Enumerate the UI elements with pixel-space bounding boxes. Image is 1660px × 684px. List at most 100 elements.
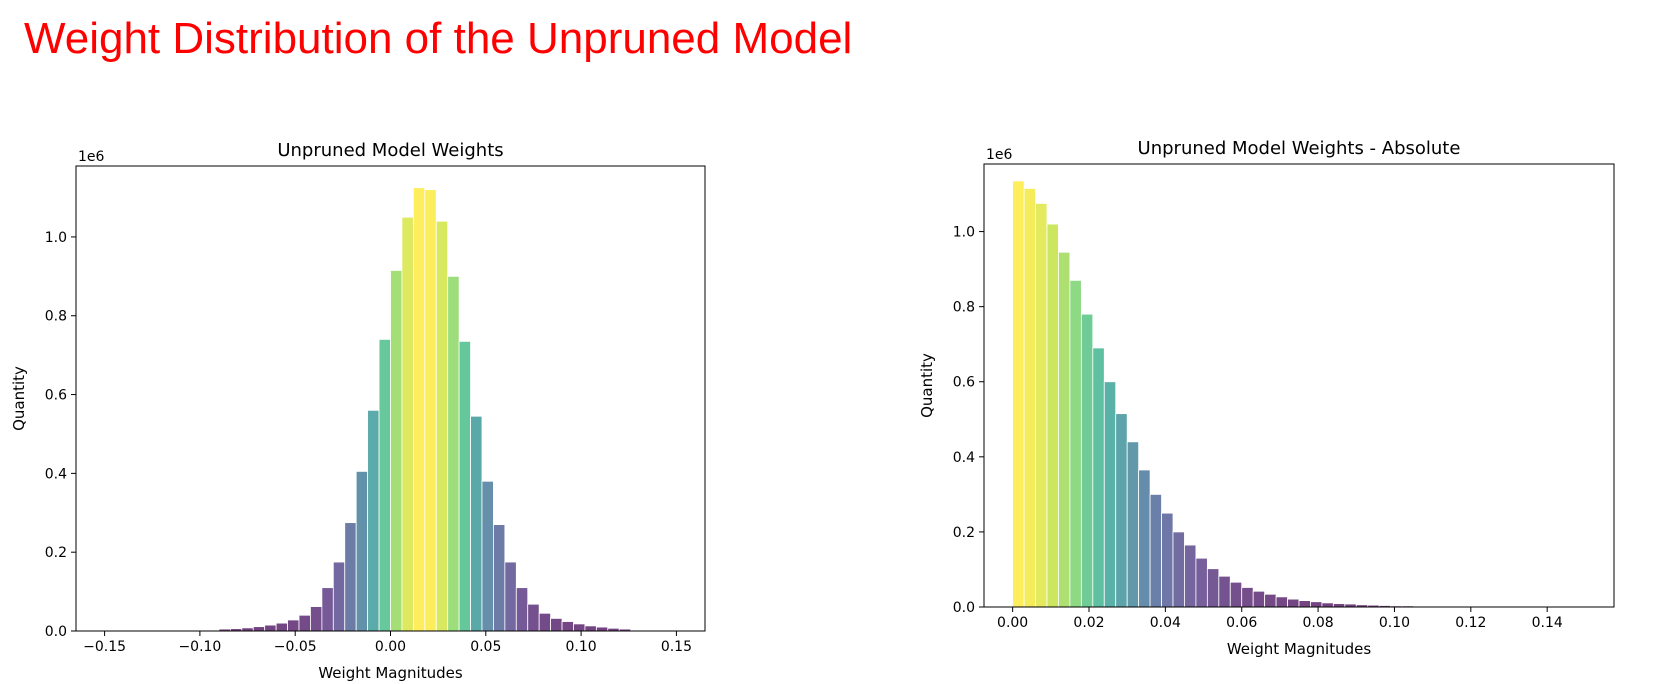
left-chart-bar: [275, 622, 288, 632]
right-chart-bar: [1241, 587, 1254, 608]
left-chart-x-tick-label: −0.05: [274, 639, 317, 655]
right-chart-y-axis-label: Quantity: [918, 353, 936, 418]
right-chart-x-tick-label: 0.10: [1379, 615, 1410, 631]
left-chart-bar: [367, 409, 380, 632]
right-chart-bar: [1264, 593, 1277, 608]
left-chart-bar: [493, 524, 506, 632]
left-chart-bar: [595, 626, 609, 632]
right-chart-bar: [1103, 381, 1117, 608]
right-chart-bar: [1092, 347, 1105, 608]
left-chart-bar: [344, 522, 357, 632]
right-chart-bars: [1012, 180, 1506, 608]
right-chart-bar: [1298, 600, 1311, 608]
left-chart-y-tick-label: 0.0: [45, 624, 67, 640]
right-chart-bar: [1035, 203, 1048, 608]
left-chart-y-tick-label: 0.2: [45, 545, 67, 561]
right-chart-y-scale-label: 1e6: [986, 147, 1013, 163]
right-chart-x-tick-label: 0.12: [1455, 615, 1486, 631]
right-chart-bar: [1206, 568, 1220, 608]
left-chart-bar: [412, 187, 426, 632]
left-chart-y-tick-label: 0.4: [45, 466, 67, 482]
left-chart-x-axis-label: Weight Magnitudes: [318, 664, 462, 682]
left-chart-x-tick-label: 0.05: [470, 639, 501, 655]
left-chart-bar: [447, 275, 460, 632]
left-chart-bar: [481, 480, 494, 632]
right-chart-x-tick-label: 0.14: [1532, 615, 1563, 631]
right-chart-bar: [1310, 601, 1323, 608]
right-chart-y-tick-label: 0.6: [953, 375, 975, 391]
left-chart-bar: [435, 220, 449, 632]
left-chart-x-tick-label: 0.10: [566, 639, 597, 655]
left-chart-y-tick-label: 0.6: [45, 388, 67, 404]
right-chart-bar: [1012, 180, 1025, 608]
right-chart-bar: [1218, 575, 1231, 608]
right-chart-bar: [1195, 557, 1208, 608]
left-chart-bar: [515, 587, 529, 632]
histogram-signed-weights: −0.15 −0.10 −0.05 0.00 0.05 0.10 0.15 0.0 0.2 0.4…: [10, 140, 706, 682]
left-chart-bar: [550, 617, 563, 632]
right-chart-bar: [1161, 512, 1174, 608]
left-chart-bar: [321, 587, 334, 632]
left-chart-bar: [573, 623, 586, 632]
left-chart-bar: [287, 619, 300, 632]
right-chart-y-tick-label: 0.2: [953, 525, 975, 541]
right-chart-x-tick-label: 0.02: [1073, 615, 1104, 631]
left-chart-y-axis-label: Quantity: [10, 366, 28, 431]
left-chart-x-tick-label: −0.10: [178, 639, 221, 655]
right-chart-y-tick-label: 1.0: [953, 225, 975, 241]
right-chart-bar: [1229, 581, 1243, 608]
right-chart-x-tick-label: 0.04: [1150, 615, 1181, 631]
right-chart-bar: [1252, 590, 1266, 608]
right-chart-y-tick-label: 0.0: [953, 600, 975, 616]
left-chart-y-tick-label: 1.0: [45, 230, 67, 246]
left-chart-title: Unpruned Model Weights: [277, 140, 503, 161]
right-chart-bar: [1046, 223, 1059, 608]
right-chart-bar: [1058, 251, 1071, 608]
left-chart-y-tick-label: 0.8: [45, 309, 67, 325]
left-chart-bar: [561, 621, 574, 632]
left-chart-x-tick-label: 0.00: [375, 639, 406, 655]
right-chart-x-axis-label: Weight Magnitudes: [1227, 640, 1371, 658]
left-chart-bar: [332, 561, 346, 632]
right-chart-bar: [1172, 531, 1185, 608]
left-chart-bar: [504, 561, 517, 632]
left-chart-bar: [538, 612, 552, 632]
right-chart-bar: [1287, 598, 1300, 608]
left-chart-bar: [355, 471, 369, 632]
right-chart-bar: [1275, 596, 1288, 608]
right-chart-bar: [1332, 603, 1346, 608]
left-chart-bar: [252, 626, 266, 632]
left-chart-bar: [401, 216, 414, 632]
right-chart-bar: [1069, 279, 1082, 608]
right-chart-y-tick-label: 0.4: [953, 450, 975, 466]
right-chart-bar: [1138, 469, 1151, 608]
left-chart-bar: [310, 606, 323, 632]
right-chart-bar: [1080, 313, 1094, 608]
left-chart-bar: [584, 625, 597, 632]
right-chart-bar: [1321, 602, 1334, 608]
left-chart-bar: [458, 340, 471, 632]
left-chart-x-tick-label: 0.15: [661, 639, 692, 655]
right-chart-bar: [1115, 413, 1128, 608]
left-chart-bar: [470, 415, 483, 632]
left-chart-bar: [390, 270, 403, 632]
left-chart-bar: [527, 603, 540, 632]
right-chart-bar: [1023, 188, 1036, 608]
left-chart-bar: [298, 614, 311, 632]
left-chart-bar: [264, 624, 277, 632]
right-chart-x-tick-label: 0.00: [997, 615, 1028, 631]
left-chart-bars: [218, 187, 632, 632]
right-chart-y-tick-label: 0.8: [953, 300, 975, 316]
left-chart-x-tick-label: −0.15: [83, 639, 126, 655]
right-chart-bar: [1126, 441, 1140, 608]
left-chart-bar: [424, 189, 437, 632]
histogram-absolute-weights: 0.00 0.02 0.04 0.06 0.08 0.10 0.12 0.14 0.0 0.2 0.…: [918, 138, 1615, 658]
right-chart-title: Unpruned Model Weights - Absolute: [1138, 138, 1461, 159]
right-chart-plot-frame: [983, 163, 1615, 608]
right-chart-bar: [1184, 544, 1197, 608]
right-chart-bar: [1149, 493, 1162, 608]
right-chart-x-tick-label: 0.06: [1226, 615, 1257, 631]
left-chart-y-scale-label: 1e6: [78, 149, 105, 165]
slide-title: Weight Distribution of the Unpruned Mode…: [24, 14, 853, 63]
right-chart-x-tick-label: 0.08: [1303, 615, 1334, 631]
